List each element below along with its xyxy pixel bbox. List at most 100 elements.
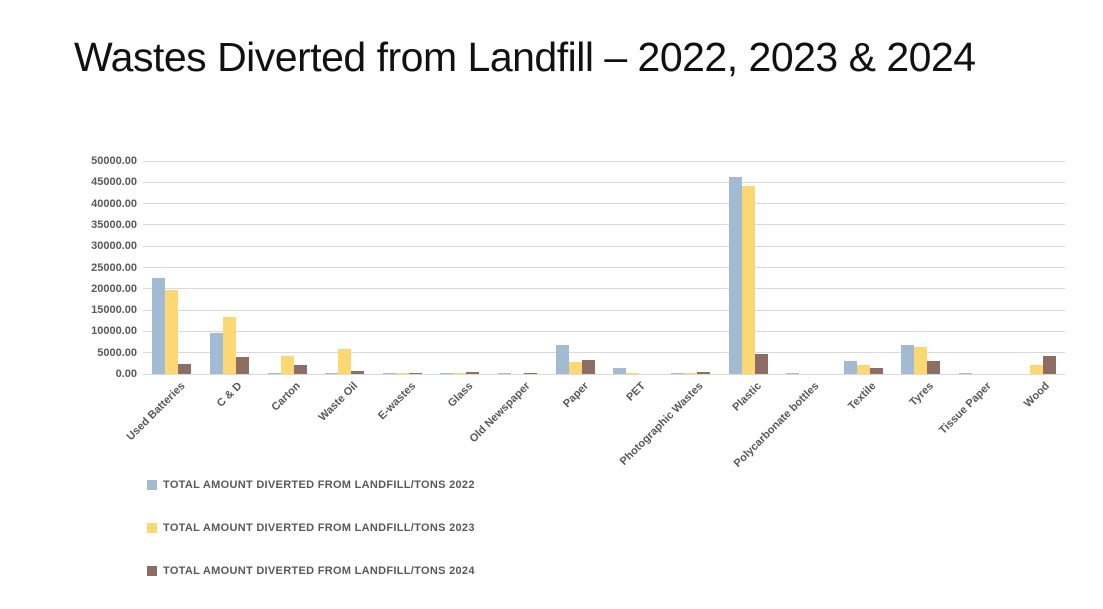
bar-2024 <box>927 361 941 374</box>
legend-swatch-2024-icon <box>147 566 157 576</box>
y-axis-tick-label: 10000.00 <box>91 325 137 338</box>
gridline <box>143 330 1065 332</box>
legend-item-2024: TOTAL AMOUNT DIVERTED FROM LANDFILL/TONS… <box>147 565 475 577</box>
y-axis-tick-label: 5000.00 <box>97 346 137 359</box>
bar-2024 <box>524 373 538 374</box>
x-axis-category-label: Plastic <box>729 380 764 414</box>
bar-2022 <box>843 361 857 374</box>
y-axis-tick-label: 25000.00 <box>91 261 137 274</box>
gridline <box>143 224 1065 226</box>
x-axis-category-label: Old Newspaper <box>467 380 534 446</box>
bar-2023 <box>165 290 179 374</box>
x-axis-category-label: Tyres <box>907 380 937 409</box>
legend-label-2022: TOTAL AMOUNT DIVERTED FROM LANDFILL/TONS… <box>163 479 475 491</box>
bar-2023 <box>222 317 236 374</box>
gridline <box>143 181 1065 183</box>
bar-2024 <box>408 373 422 374</box>
bar-2023 <box>1029 365 1043 374</box>
x-axis-category-label: Wood <box>1021 380 1052 410</box>
bar-2023 <box>914 347 928 374</box>
bar-group <box>835 161 893 374</box>
x-axis-category-label: Glass <box>445 380 476 410</box>
bar-group <box>1007 161 1065 374</box>
gridline <box>143 245 1065 247</box>
x-axis-category-label: Carton <box>268 380 303 414</box>
bar-2024 <box>293 365 307 374</box>
bar-group <box>604 161 662 374</box>
y-axis-tick-label: 45000.00 <box>91 176 137 189</box>
bar-2022 <box>498 373 512 374</box>
bar-2023 <box>338 349 352 374</box>
bar-2022 <box>613 368 627 374</box>
bar-group <box>143 161 201 374</box>
gridline <box>143 288 1065 290</box>
bar-2022 <box>209 333 223 374</box>
y-axis-tick-label: 40000.00 <box>91 197 137 210</box>
bar-2022 <box>555 345 569 374</box>
y-axis-tick-label: 30000.00 <box>91 240 137 253</box>
y-axis-tick-label: 20000.00 <box>91 282 137 295</box>
bar-2022 <box>152 278 166 374</box>
bar-2023 <box>626 373 640 374</box>
bar-2022 <box>786 373 800 374</box>
gridline <box>143 373 1065 375</box>
bar-2023 <box>568 362 582 374</box>
bar-2024 <box>869 368 883 374</box>
x-axis-category-label: Used Batteries <box>124 380 188 443</box>
bar-group <box>201 161 259 374</box>
bar-2024 <box>466 372 480 374</box>
x-axis-category-label: Paper <box>560 380 591 411</box>
bar-2022 <box>382 373 396 374</box>
bar-group <box>489 161 547 374</box>
gridline <box>143 352 1065 354</box>
bar-2022 <box>267 373 281 374</box>
y-axis-tick-label: 50000.00 <box>91 155 137 167</box>
legend-swatch-2022-icon <box>147 480 157 490</box>
bar-2022 <box>325 373 339 374</box>
bar-group <box>719 161 777 374</box>
legend-label-2024: TOTAL AMOUNT DIVERTED FROM LANDFILL/TONS… <box>163 565 475 577</box>
gridline <box>143 160 1065 162</box>
bar-2024 <box>351 371 365 374</box>
bar-group <box>374 161 432 374</box>
bar-group <box>777 161 835 374</box>
bar-2022 <box>670 373 684 374</box>
gridline <box>143 309 1065 311</box>
bar-2024 <box>235 357 249 374</box>
legend-item-2023: TOTAL AMOUNT DIVERTED FROM LANDFILL/TONS… <box>147 522 475 534</box>
bar-2022 <box>440 373 454 374</box>
bar-group <box>892 161 950 374</box>
legend-swatch-2023-icon <box>147 523 157 533</box>
bar-2022 <box>901 345 915 374</box>
chart-title: Wastes Diverted from Landfill – 2022, 20… <box>74 34 976 80</box>
bar-2023 <box>280 356 294 374</box>
plot-area <box>143 160 1065 375</box>
bar-2024 <box>581 360 595 374</box>
bar-2023 <box>683 373 697 374</box>
bar-group <box>258 161 316 374</box>
bar-2024 <box>1042 356 1056 374</box>
bar-2024 <box>696 372 710 374</box>
bar-2022 <box>728 177 742 374</box>
gridline <box>143 203 1065 205</box>
bar-2023 <box>856 365 870 374</box>
bar-2024 <box>754 354 768 374</box>
y-axis-tick-label: 15000.00 <box>91 304 137 317</box>
y-axis-tick-label: 0.00 <box>115 368 137 380</box>
gridline <box>143 267 1065 268</box>
bar-group <box>950 161 1008 374</box>
legend-label-2023: TOTAL AMOUNT DIVERTED FROM LANDFILL/TONS… <box>163 522 475 534</box>
x-axis-category-label: Textile <box>846 380 879 413</box>
bar-group <box>431 161 489 374</box>
bar-group <box>316 161 374 374</box>
x-axis-category-label: Waste Oil <box>316 380 361 424</box>
bar-2023 <box>741 186 755 374</box>
x-axis-category-label: C & D <box>215 380 245 410</box>
x-axis-category-label: PET <box>624 380 649 404</box>
bar-2023 <box>395 373 409 374</box>
x-axis-category-label: E-wastes <box>375 380 418 423</box>
y-axis-tick-label: 35000.00 <box>91 218 137 231</box>
chart-legend: TOTAL AMOUNT DIVERTED FROM LANDFILL/TONS… <box>147 479 475 608</box>
